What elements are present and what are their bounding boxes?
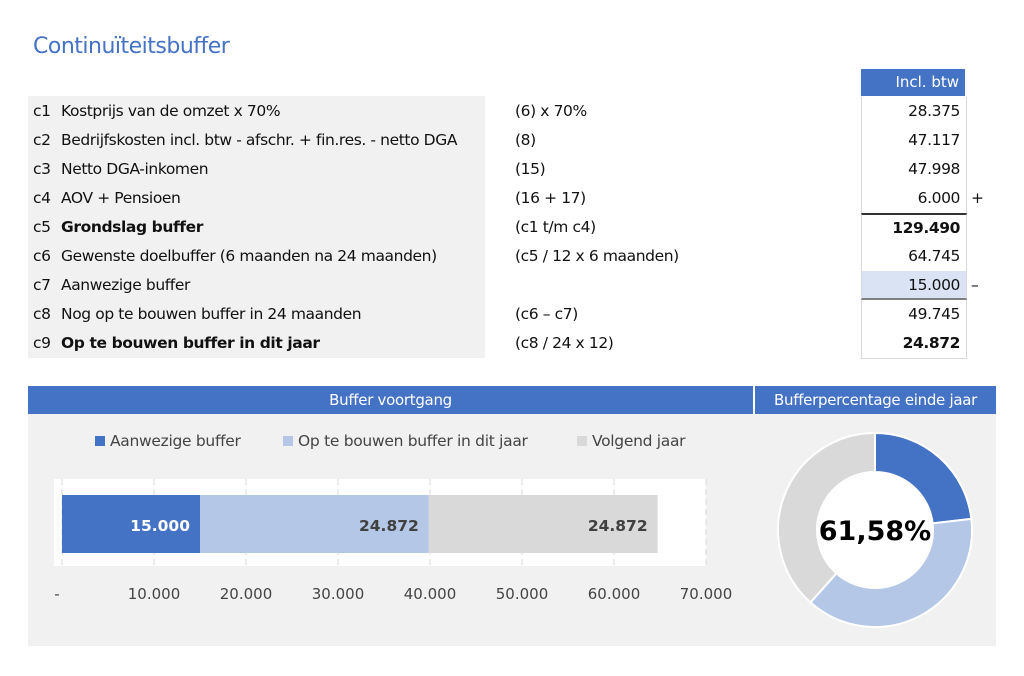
x-tick-label: 60.000 (587, 585, 641, 603)
bar-segment-1 (200, 495, 429, 553)
legend-swatch (283, 436, 293, 446)
table-row-c9: c9 Op te bouwen buffer in dit jaar (c8 /… (0, 329, 1024, 359)
row-code: c9 (33, 334, 51, 352)
row-sign: + (971, 189, 984, 207)
table-row-c4: c4 AOV + Pensioen (16 + 17) 6.000 + (0, 184, 1024, 213)
row-code: c6 (33, 247, 51, 265)
table-row-c8: c8 Nog op te bouwen buffer in 24 maanden… (0, 300, 1024, 329)
incl-btw-header: Incl. btw (861, 69, 965, 96)
row-formula: (c1 t/m c4) (515, 218, 596, 236)
bar-label: 15.000 (130, 517, 190, 535)
row-label: Kostprijs van de omzet x 70% (61, 102, 281, 120)
bar-label: 24.872 (359, 517, 419, 535)
row-formula: (16 + 17) (515, 189, 586, 207)
buffer-percentage-header: Bufferpercentage einde jaar (755, 386, 996, 414)
row-formula: (6) x 70% (515, 102, 587, 120)
x-tick-label: 30.000 (311, 585, 365, 603)
row-value: 64.745 (861, 242, 967, 271)
row-formula: (8) (515, 131, 536, 149)
row-value: 6.000 (861, 184, 967, 213)
row-code: c5 (33, 218, 51, 236)
donut-slice-1 (809, 517, 973, 628)
donut-slice-2 (777, 431, 876, 604)
row-value: 47.117 (861, 126, 967, 155)
row-code: c2 (33, 131, 51, 149)
x-tick-label: 20.000 (219, 585, 273, 603)
row-label: AOV + Pensioen (61, 189, 181, 207)
row-code: c3 (33, 160, 51, 178)
table-row-c6: c6 Gewenste doelbuffer (6 maanden na 24 … (0, 242, 1024, 271)
legend-item-this-year: Op te bouwen buffer in dit jaar (283, 432, 528, 450)
labels-background (28, 96, 485, 358)
x-tick-label: 50.000 (495, 585, 549, 603)
legend-item-next-year: Volgend jaar (577, 432, 686, 450)
row-value: 129.490 (861, 213, 967, 242)
row-label: Netto DGA-inkomen (61, 160, 209, 178)
row-label: Grondslag buffer (61, 218, 204, 236)
bar-label: 24.872 (588, 517, 648, 535)
bar-segment-0 (62, 495, 200, 553)
row-value: 28.375 (861, 97, 967, 126)
row-label: Gewenste doelbuffer (6 maanden na 24 maa… (61, 247, 437, 265)
row-label: Op te bouwen buffer in dit jaar (61, 334, 320, 352)
row-code: c8 (33, 305, 51, 323)
row-formula: (c8 / 24 x 12) (515, 334, 614, 352)
row-value: 47.998 (861, 155, 967, 184)
row-value: 24.872 (861, 329, 967, 359)
row-formula: (c5 / 12 x 6 maanden) (515, 247, 679, 265)
donut-center-label: 61,58% (819, 516, 931, 547)
x-tick-label: 70.000 (679, 585, 733, 603)
row-code: c7 (33, 276, 51, 294)
x-tick-label: - (54, 585, 60, 603)
table-row-c2: c2 Bedrijfskosten incl. btw - afschr. + … (0, 126, 1024, 155)
row-code: c4 (33, 189, 51, 207)
row-label: Aanwezige buffer (61, 276, 190, 294)
table-row-c5: c5 Grondslag buffer (c1 t/m c4) 129.490 (0, 213, 1024, 242)
row-label: Nog op te bouwen buffer in 24 maanden (61, 305, 362, 323)
row-value[interactable]: 15.000 (861, 271, 967, 300)
page-title: Continuïteitsbuffer (33, 34, 230, 59)
table-row-c7: c7 Aanwezige buffer 15.000 – (0, 271, 1024, 300)
buffer-progress-header: Buffer voortgang (28, 386, 753, 414)
row-code: c1 (33, 102, 51, 120)
x-tick-label: 40.000 (403, 585, 457, 603)
table-row-c1: c1 Kostprijs van de omzet x 70% (6) x 70… (0, 97, 1024, 126)
legend-item-present: Aanwezige buffer (95, 432, 241, 450)
table-row-c3: c3 Netto DGA-inkomen (15) 47.998 (0, 155, 1024, 184)
row-formula: (c6 – c7) (515, 305, 578, 323)
legend-swatch (95, 436, 105, 446)
row-sign: – (971, 276, 979, 294)
bar-segment-2 (428, 495, 658, 553)
donut-hole (818, 473, 932, 587)
row-formula: (15) (515, 160, 546, 178)
legend-swatch (577, 436, 587, 446)
row-value: 49.745 (861, 300, 967, 329)
x-tick-label: 10.000 (127, 585, 181, 603)
row-label: Bedrijfskosten incl. btw - afschr. + fin… (61, 131, 458, 149)
